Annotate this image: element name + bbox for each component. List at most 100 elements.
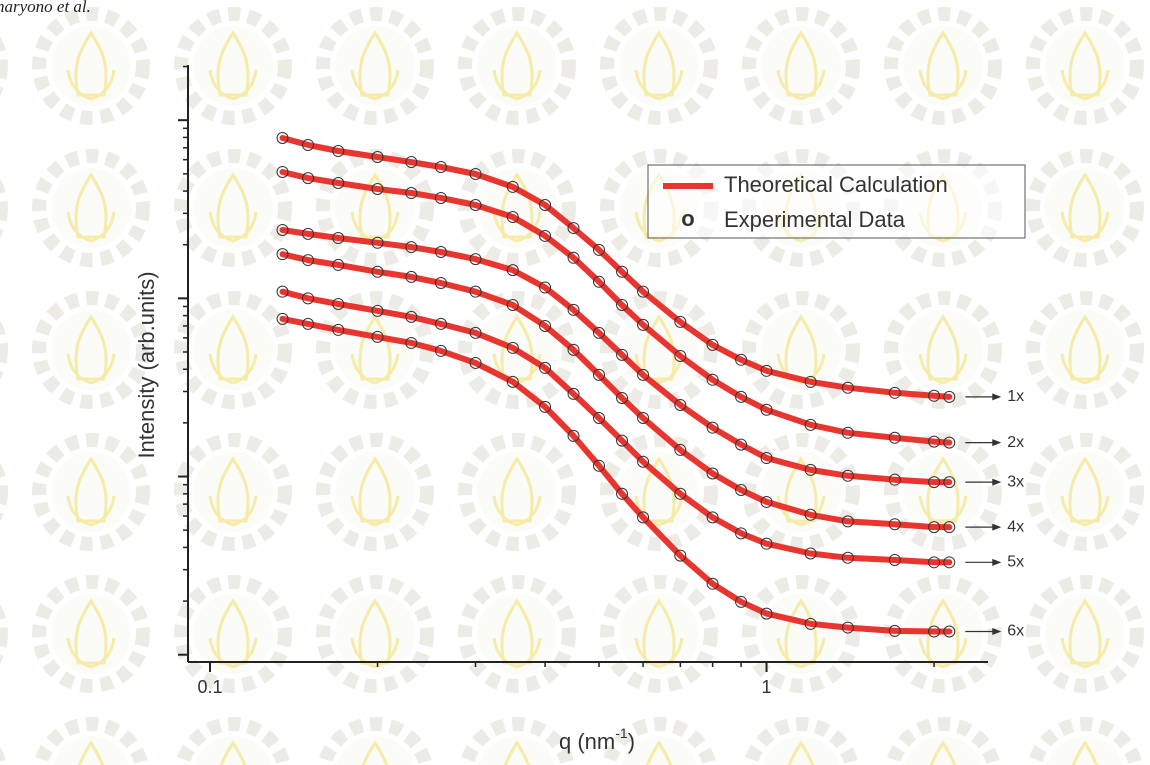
- data-marker: [469, 326, 482, 339]
- y-axis-title: Intensity (arb.units): [134, 271, 159, 458]
- data-marker: [332, 145, 345, 158]
- data-marker: [760, 403, 773, 416]
- theory-line: [279, 169, 953, 446]
- data-marker: [616, 348, 629, 361]
- legend-box: [647, 164, 1026, 239]
- data-marker: [804, 547, 817, 560]
- end-arrow-head: [992, 439, 1002, 447]
- data-marker: [434, 344, 447, 357]
- data-marker: [434, 160, 447, 173]
- theory-line: [279, 135, 953, 400]
- legend-marker-label: Experimental Data: [724, 207, 906, 232]
- data-marker: [302, 254, 315, 267]
- header-note: naryono et al.: [0, 0, 91, 16]
- x-axis-title: q (nm-1): [559, 725, 635, 754]
- data-marker: [804, 463, 817, 476]
- data-marker: [592, 326, 605, 339]
- legend: Theoretical Calculation o Experimental D…: [647, 164, 1026, 239]
- data-marker: [888, 473, 901, 486]
- data-marker: [674, 349, 687, 362]
- data-marker: [405, 156, 418, 169]
- data-marker: [674, 443, 687, 456]
- data-marker: [888, 386, 901, 399]
- curve-label: 4x: [1007, 518, 1024, 535]
- data-marker: [405, 241, 418, 254]
- x-axis-title-end: ): [628, 729, 635, 754]
- end-arrow-head: [992, 558, 1002, 566]
- data-marker: [434, 246, 447, 259]
- data-marker: [469, 253, 482, 266]
- data-marker: [616, 391, 629, 404]
- data-marker: [371, 265, 384, 278]
- data-marker: [539, 319, 552, 332]
- end-arrow-head: [992, 627, 1002, 635]
- data-marker: [735, 390, 748, 403]
- theory-line: [279, 251, 953, 531]
- data-marker: [567, 251, 580, 264]
- data-marker: [405, 336, 418, 349]
- data-marker: [841, 515, 854, 528]
- data-marker: [760, 452, 773, 465]
- data-marker: [506, 298, 519, 311]
- data-marker: [276, 248, 289, 261]
- data-marker: [469, 167, 482, 180]
- data-marker: [506, 180, 519, 193]
- data-marker: [592, 275, 605, 288]
- data-marker: [928, 389, 941, 402]
- data-marker: [616, 265, 629, 278]
- theory-line: [279, 315, 953, 635]
- data-marker: [888, 431, 901, 444]
- data-marker: [469, 285, 482, 298]
- data-marker: [706, 421, 719, 434]
- data-marker: [539, 400, 552, 413]
- data-marker: [637, 368, 650, 381]
- data-marker: [434, 191, 447, 204]
- data-marker: [616, 298, 629, 311]
- data-marker: [841, 551, 854, 564]
- data-marker: [841, 381, 854, 394]
- data-marker: [405, 270, 418, 283]
- x-axis-title-sup: -1: [615, 725, 628, 741]
- data-marker: [539, 199, 552, 212]
- data-marker: [567, 303, 580, 316]
- end-arrow-head: [992, 393, 1002, 401]
- data-marker: [616, 434, 629, 447]
- data-marker: [706, 577, 719, 590]
- data-marker: [332, 176, 345, 189]
- curve-label: 5x: [1007, 554, 1024, 571]
- x-tick-label: 0.1: [197, 677, 222, 697]
- data-marker: [943, 625, 956, 638]
- data-marker: [302, 227, 315, 240]
- data-marker: [637, 511, 650, 524]
- data-marker: [276, 165, 289, 178]
- data-marker: [760, 364, 773, 377]
- data-marker: [888, 554, 901, 567]
- x-axis-title-main: q (nm: [559, 729, 615, 754]
- data-marker: [332, 297, 345, 310]
- data-marker: [405, 187, 418, 200]
- data-marker: [760, 537, 773, 550]
- data-marker: [943, 556, 956, 569]
- data-marker: [506, 211, 519, 224]
- curve-label: 6x: [1007, 623, 1024, 640]
- data-marker: [371, 151, 384, 164]
- data-marker: [637, 285, 650, 298]
- data-marker: [735, 527, 748, 540]
- end-arrow-head: [992, 523, 1002, 531]
- data-marker: [804, 375, 817, 388]
- data-marker: [637, 318, 650, 331]
- data-marker: [943, 436, 956, 449]
- data-marker: [928, 476, 941, 489]
- data-marker: [928, 625, 941, 638]
- data-marker: [332, 258, 345, 271]
- data-marker: [706, 511, 719, 524]
- data-marker: [405, 310, 418, 323]
- data-marker: [674, 487, 687, 500]
- data-marker: [841, 469, 854, 482]
- curve-label: 3x: [1007, 473, 1024, 490]
- curve-label: 1x: [1007, 388, 1024, 405]
- data-marker: [928, 521, 941, 534]
- data-marker: [592, 368, 605, 381]
- data-marker: [302, 317, 315, 330]
